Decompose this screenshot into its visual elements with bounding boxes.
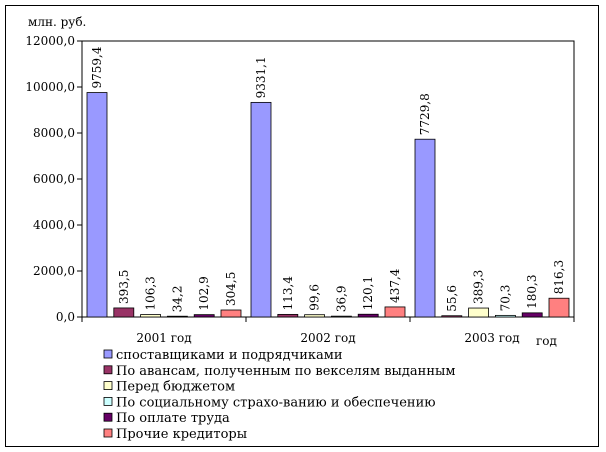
bar bbox=[384, 306, 406, 318]
legend-entry: Прочие кредиторы bbox=[116, 427, 247, 442]
chart-frame: млн. руб. год 0,0 2000,0 4000,0 6000,0 8000,… bbox=[5, 5, 599, 447]
category-label: 2001 год bbox=[136, 331, 191, 345]
data-label: 55,6 bbox=[445, 285, 459, 312]
data-label: 180,3 bbox=[525, 274, 539, 308]
legend-entry: По авансам, полученным по векселям выдан… bbox=[116, 364, 455, 379]
bar bbox=[330, 315, 352, 318]
bar-chart: млн. руб. год 0,0 2000,0 4000,0 6000,0 8000,… bbox=[25, 15, 575, 442]
plot-area: 0,0 2000,0 4000,0 6000,0 8000,0 10000,0 12000,… bbox=[25, 34, 575, 345]
bar bbox=[357, 313, 379, 318]
legend-swatch bbox=[103, 428, 113, 438]
bar bbox=[140, 314, 162, 318]
bar bbox=[86, 92, 108, 318]
bar bbox=[441, 315, 463, 318]
bar bbox=[414, 138, 436, 318]
legend-entry: По оплате труда bbox=[116, 411, 230, 426]
y-tick-label: 4000,0 bbox=[33, 218, 75, 232]
data-label: 34,2 bbox=[170, 285, 184, 312]
bar bbox=[113, 307, 135, 318]
y-tick-label: 0,0 bbox=[56, 310, 75, 324]
data-label: 9331,1 bbox=[254, 56, 268, 98]
bar bbox=[220, 309, 242, 318]
data-label: 389,3 bbox=[472, 270, 486, 304]
data-label: 102,9 bbox=[197, 276, 211, 310]
data-label: 113,4 bbox=[281, 276, 295, 311]
plot-border bbox=[81, 40, 575, 318]
data-label: 393,5 bbox=[117, 270, 131, 304]
bar bbox=[548, 297, 570, 318]
y-tick-label: 6000,0 bbox=[33, 172, 75, 186]
legend-entry: споставщиками и подрядчиками bbox=[116, 348, 343, 363]
data-label: 304,5 bbox=[224, 272, 238, 306]
legend-entry: По социальному страхо-ванию и обеспечени… bbox=[116, 395, 436, 410]
y-tick-label: 2000,0 bbox=[33, 264, 75, 278]
data-label: 9759,4 bbox=[90, 46, 104, 88]
legend-swatch bbox=[103, 381, 113, 391]
category-label: 2003 год bbox=[464, 331, 519, 345]
data-label: 99,6 bbox=[308, 284, 322, 311]
data-label: 106,3 bbox=[144, 276, 158, 310]
data-label: 36,9 bbox=[334, 285, 348, 312]
data-label: 437,4 bbox=[388, 268, 402, 303]
bar bbox=[521, 312, 543, 318]
y-tick-label: 10000,0 bbox=[25, 80, 75, 94]
bar bbox=[193, 314, 215, 318]
legend-swatch bbox=[103, 412, 113, 422]
y-tick-label: 12000,0 bbox=[25, 34, 75, 48]
legend-swatch bbox=[103, 396, 113, 406]
data-label: 816,3 bbox=[552, 260, 566, 294]
legend-entry: Перед бюджетом bbox=[116, 380, 235, 395]
bar bbox=[277, 313, 299, 318]
legend-swatch bbox=[103, 365, 113, 375]
bar bbox=[166, 315, 188, 318]
bar bbox=[494, 314, 516, 318]
bar bbox=[468, 307, 490, 318]
bar bbox=[250, 101, 272, 318]
data-label: 70,3 bbox=[498, 285, 512, 312]
bar bbox=[304, 314, 326, 318]
x-axis-label: год bbox=[536, 334, 557, 348]
data-label: 120,1 bbox=[361, 276, 375, 310]
y-axis-label: млн. руб. bbox=[28, 15, 86, 29]
category-label: 2002 год bbox=[300, 331, 355, 345]
data-label: 7729,8 bbox=[418, 93, 432, 135]
y-tick-label: 8000,0 bbox=[33, 126, 75, 140]
legend-swatch bbox=[103, 349, 113, 359]
